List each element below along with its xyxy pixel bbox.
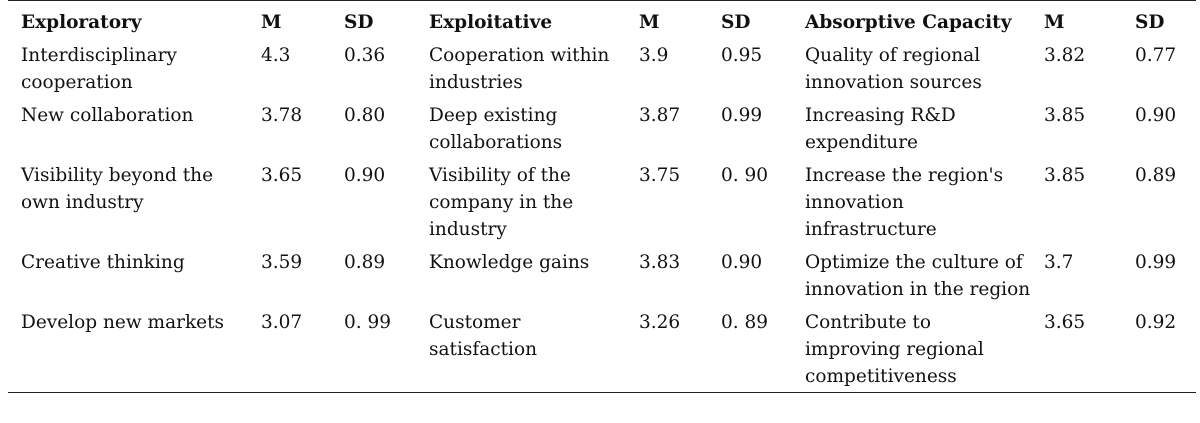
absorptive-mean: 3.85 xyxy=(1044,105,1086,126)
table-row: Develop new markets 3.07 0. 99 Customer … xyxy=(8,303,1196,393)
table-body: Interdisciplinary cooperation 4.3 0.36 C… xyxy=(8,36,1196,393)
exploitative-item: Knowledge gains xyxy=(429,252,590,273)
exploitative-mean: 3.75 xyxy=(639,165,681,186)
exploitative-mean: 3.9 xyxy=(639,45,669,66)
table-header: Exploratory M SD Exploitative M SD Absor… xyxy=(8,0,1196,36)
exploratory-sd: 0. 99 xyxy=(331,303,416,393)
exploitative-item: Cooperation within industries xyxy=(429,45,610,93)
exploitative-item: Visibility of the company in the industr… xyxy=(429,165,574,240)
table-row: New collaboration 3.78 0.80 Deep existin… xyxy=(8,96,1196,156)
statistics-table: Exploratory M SD Exploitative M SD Absor… xyxy=(8,0,1196,393)
header-exploratory: Exploratory xyxy=(8,0,248,36)
table-row: Interdisciplinary cooperation 4.3 0.36 C… xyxy=(8,36,1196,96)
header-mean: M xyxy=(248,0,331,36)
header-sd: SD xyxy=(1122,0,1196,36)
exploitative-mean: 3.26 xyxy=(626,303,708,393)
absorptive-sd: 0.77 xyxy=(1135,45,1177,66)
exploitative-sd: 0.95 xyxy=(721,45,763,66)
table-row: Visibility beyond the own industry 3.65 … xyxy=(8,156,1196,243)
absorptive-sd: 0.92 xyxy=(1122,303,1196,393)
exploratory-sd: 0.90 xyxy=(344,165,386,186)
exploratory-mean: 3.78 xyxy=(261,105,303,126)
exploitative-sd: 0. 90 xyxy=(721,165,769,186)
header-sd: SD xyxy=(331,0,416,36)
absorptive-item: Quality of regional innovation sources xyxy=(805,45,982,93)
exploratory-item: Develop new markets xyxy=(8,303,248,393)
absorptive-mean: 3.7 xyxy=(1044,252,1074,273)
absorptive-item: Contribute to improving regional competi… xyxy=(792,303,1031,393)
header-sd: SD xyxy=(708,0,792,36)
absorptive-sd: 0.90 xyxy=(1135,105,1177,126)
header-mean: M xyxy=(626,0,708,36)
header-mean: M xyxy=(1031,0,1122,36)
exploratory-sd: 0.89 xyxy=(344,252,386,273)
absorptive-mean: 3.65 xyxy=(1031,303,1122,393)
exploratory-item: Creative thinking xyxy=(21,252,185,273)
exploratory-mean: 4.3 xyxy=(261,45,291,66)
header-exploitative: Exploitative xyxy=(416,0,626,36)
exploratory-sd: 0.36 xyxy=(344,45,386,66)
header-row: Exploratory M SD Exploitative M SD Absor… xyxy=(8,0,1196,36)
exploratory-item: New collaboration xyxy=(21,105,194,126)
exploratory-sd: 0.80 xyxy=(344,105,386,126)
exploratory-item: Interdisciplinary cooperation xyxy=(21,45,177,93)
exploratory-mean: 3.07 xyxy=(248,303,331,393)
exploratory-mean: 3.59 xyxy=(261,252,303,273)
absorptive-item: Optimize the culture of innovation in th… xyxy=(805,252,1031,300)
table-row: Creative thinking 3.59 0.89 Knowledge ga… xyxy=(8,243,1196,303)
absorptive-mean: 3.82 xyxy=(1044,45,1086,66)
absorptive-sd: 0.89 xyxy=(1135,165,1177,186)
absorptive-mean: 3.85 xyxy=(1044,165,1086,186)
exploitative-mean: 3.83 xyxy=(639,252,681,273)
exploratory-item: Visibility beyond the own industry xyxy=(21,165,214,213)
exploitative-sd: 0.90 xyxy=(721,252,763,273)
absorptive-sd: 0.99 xyxy=(1135,252,1177,273)
exploitative-sd: 0. 89 xyxy=(708,303,792,393)
absorptive-item: Increase the region's innovation infrast… xyxy=(805,165,1004,240)
exploitative-mean: 3.87 xyxy=(639,105,681,126)
exploitative-sd: 0.99 xyxy=(721,105,763,126)
exploratory-mean: 3.65 xyxy=(261,165,303,186)
exploitative-item: Customer satisfaction xyxy=(416,303,626,393)
header-absorptive-capacity: Absorptive Capacity xyxy=(792,0,1031,36)
exploitative-item: Deep existing collaborations xyxy=(429,105,563,153)
absorptive-item: Increasing R&D expenditure xyxy=(805,105,956,153)
